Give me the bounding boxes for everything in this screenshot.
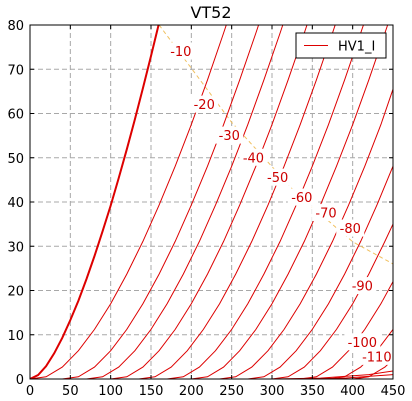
curve-label: -20 — [194, 98, 215, 113]
chart-title: VT52 — [190, 3, 231, 22]
x-tick-label: 50 — [62, 384, 79, 399]
curve-label-bg — [348, 277, 377, 295]
x-tick-label: 450 — [381, 384, 406, 399]
plate-curve-minus-20 — [62, 25, 260, 379]
curve-labels: -10 -20 -30-40-50-60-70 -80 -90 -100-110 — [166, 42, 395, 365]
y-tick-label: 20 — [7, 285, 24, 300]
plate-curve-minus-50 — [138, 25, 336, 379]
curve-label: -110 — [362, 350, 392, 365]
curve-label: -100 — [348, 336, 378, 351]
curve-label: -60 — [291, 191, 312, 206]
curve-label-bg — [215, 126, 244, 144]
y-tick-label: 0 — [16, 373, 24, 388]
plate-curves — [30, 25, 393, 379]
curve-label-bg — [190, 95, 219, 113]
x-tick-label: 200 — [179, 384, 204, 399]
plate-curve-minus-30 — [86, 25, 284, 379]
curve-label-bg — [263, 168, 292, 186]
plate-curve-minus-60 — [167, 25, 364, 379]
curve-label: -80 — [340, 222, 361, 237]
y-tick-label: 40 — [7, 196, 24, 211]
curve-label-bg — [239, 148, 268, 166]
y-tick-label: 50 — [7, 152, 24, 167]
y-tick-label: 60 — [7, 108, 24, 123]
x-tick-label: 350 — [300, 384, 325, 399]
legend-entry: HV1_I — [338, 40, 375, 55]
x-tick-label: 0 — [26, 384, 34, 399]
legend: HV1_I — [295, 32, 387, 59]
axis-ticks: 0 50 100 150 200 250 300 350 400 450 0 10 20 30 40 50 60… — [7, 19, 405, 399]
curve-label-bg — [312, 204, 341, 222]
curve-label: -90 — [352, 280, 373, 295]
legend-box — [295, 32, 387, 59]
x-tick-label: 250 — [219, 384, 244, 399]
curve-label-bg — [166, 42, 195, 60]
plate-curve-minus-110 — [300, 281, 393, 379]
curve-label-bg — [358, 347, 395, 365]
y-tick-label: 80 — [7, 19, 24, 34]
plate-curve-minus-80 — [219, 89, 393, 379]
plate-curve-minus-100 — [271, 223, 393, 379]
plate-curve-minus-40 — [110, 25, 308, 379]
curve-label: -30 — [219, 129, 240, 144]
plate-curve-minus-120 — [328, 329, 393, 379]
plate-curve-minus-90 — [247, 166, 393, 379]
y-tick-label: 10 — [7, 329, 24, 344]
curve-label: -70 — [315, 207, 336, 222]
curve-label-bg — [336, 219, 365, 237]
x-tick-label: 300 — [260, 384, 285, 399]
plate-curve-zero — [30, 25, 160, 379]
plate-curve-minus-70 — [191, 25, 389, 379]
curve-label: -50 — [267, 171, 288, 186]
y-tick-label: 70 — [7, 63, 24, 78]
curve-label-bg — [287, 188, 316, 206]
curve-label-bg — [344, 333, 381, 351]
curve-label: -10 — [170, 45, 191, 60]
curve-label: -40 — [243, 151, 264, 166]
x-tick-label: 400 — [340, 384, 365, 399]
plate-curve-minus-10 — [30, 25, 227, 379]
x-tick-label: 100 — [98, 384, 123, 399]
x-tick-label: 150 — [139, 384, 164, 399]
y-tick-label: 30 — [7, 240, 24, 255]
